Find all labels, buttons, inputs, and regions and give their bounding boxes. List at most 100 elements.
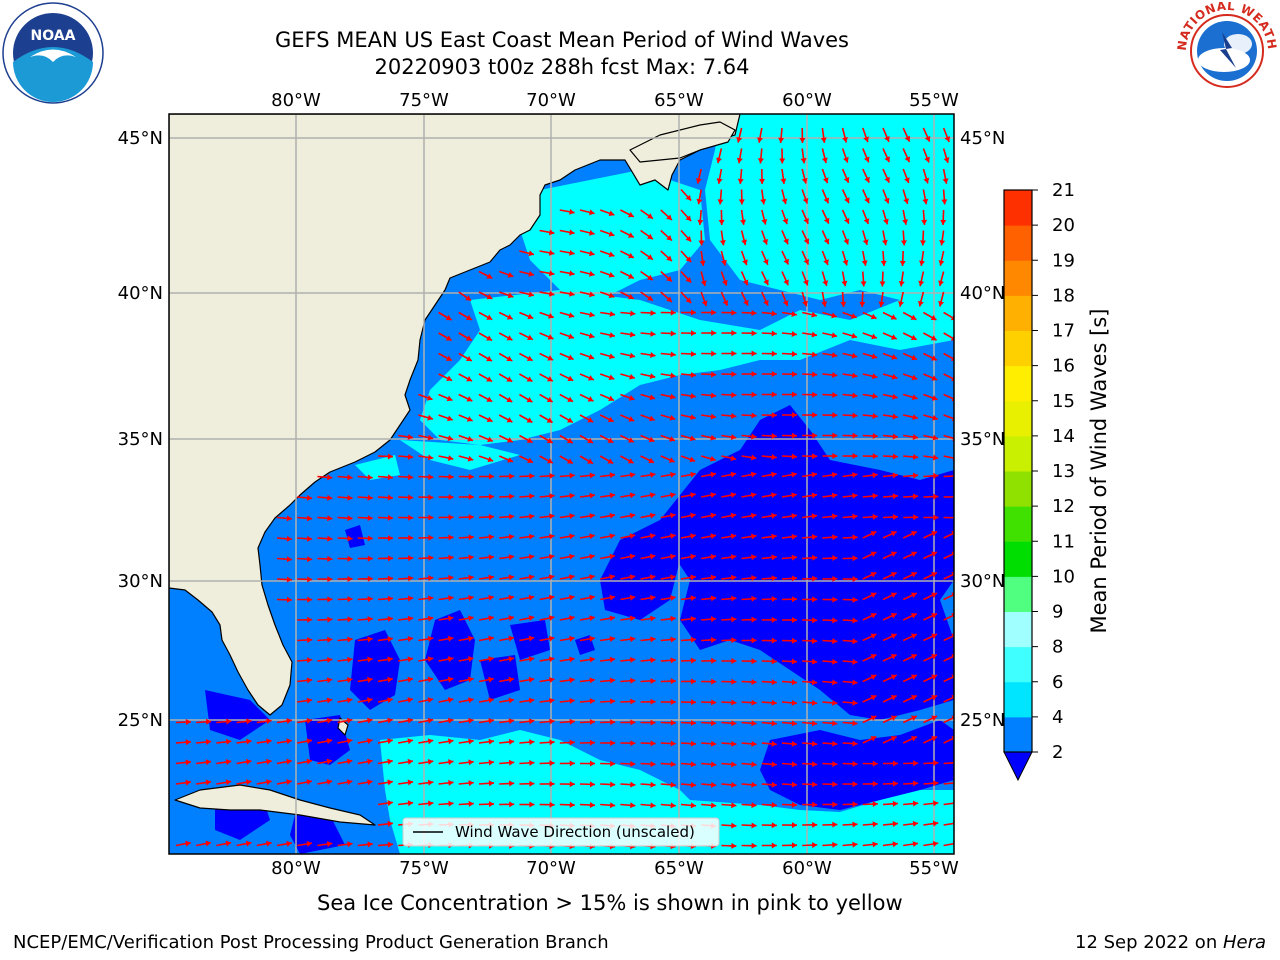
wind-wave-arrow-head [751, 678, 757, 685]
wind-wave-arrow-head [205, 759, 212, 766]
wind-wave-arrow-head [448, 574, 454, 581]
wind-wave-arrow-head [821, 157, 828, 164]
wind-wave-arrow-head [751, 761, 757, 768]
wind-wave-arrow-head [326, 841, 333, 848]
wind-wave-arrow-head [569, 781, 575, 788]
wind-wave-arrow-head [569, 229, 575, 236]
wind-wave-arrow-head [347, 656, 353, 663]
wind-wave-arrow-head [387, 697, 393, 704]
wind-wave-arrow-head [628, 437, 634, 443]
wind-wave-arrow-head [407, 453, 414, 460]
wind-wave-arrow-head [890, 314, 897, 320]
wind-wave-arrow-head [791, 637, 797, 644]
wind-wave-arrow-head [427, 656, 434, 663]
wind-wave-arrow-head [910, 572, 917, 578]
wind-wave-arrow-head [781, 198, 788, 205]
wind-wave-arrow-head [466, 376, 473, 382]
wind-wave-arrow-head [630, 656, 636, 663]
wind-wave-arrow-head [526, 417, 533, 423]
wind-wave-arrow-head [630, 310, 636, 317]
wind-wave-arrow-head [685, 215, 692, 222]
wind-wave-arrow-head [528, 594, 535, 601]
wind-wave-arrow-head [408, 494, 414, 501]
wind-wave-arrow-head [811, 351, 818, 358]
wind-wave-arrow-head [508, 738, 515, 745]
wind-wave-arrow-head [506, 376, 513, 382]
wind-wave-arrow-head [367, 841, 373, 848]
wind-wave-arrow-head [367, 717, 373, 724]
wind-wave-arrow-head [872, 780, 878, 787]
wind-wave-arrow-head [607, 458, 614, 464]
lon-label: 55°W [909, 858, 959, 879]
wind-wave-arrow-head [791, 311, 797, 318]
wind-wave-arrow-head [690, 371, 696, 378]
colorbar-tick-label: 10 [1052, 566, 1075, 587]
wind-wave-arrow-head [427, 414, 433, 421]
wind-wave-arrow-head [832, 432, 838, 439]
wind-wave-arrow-head [859, 301, 866, 307]
wind-wave-arrow-head [931, 736, 937, 742]
wind-wave-arrow-head [731, 350, 737, 357]
wind-wave-arrow-head [741, 239, 748, 246]
wind-wave-arrow-head [731, 802, 737, 809]
wind-wave-arrow-head [763, 279, 769, 286]
wind-wave-arrow-head [823, 259, 829, 265]
wind-wave-arrow-head [529, 513, 535, 520]
wind-wave-arrow-head [447, 635, 454, 642]
wind-wave-arrow-head [306, 657, 313, 664]
wind-wave-arrow-head [629, 636, 636, 643]
wind-wave-arrow-head [763, 258, 769, 265]
wind-wave-arrow-head [910, 674, 917, 680]
wind-wave-arrow-head [669, 414, 676, 421]
wind-wave-arrow-head [306, 515, 313, 522]
wind-wave-arrow-head [670, 781, 676, 788]
wind-wave-arrow-head [507, 457, 514, 463]
colorbar-segment [1004, 681, 1032, 718]
wind-wave-arrow-head [387, 514, 393, 521]
wind-wave-arrow-head [587, 396, 594, 402]
wind-wave-arrow-head [428, 494, 434, 501]
wind-wave-arrow-head [870, 715, 877, 721]
wind-wave-arrow-head [205, 779, 212, 786]
wind-wave-arrow-head [852, 841, 858, 848]
wind-wave-arrow-head [466, 396, 473, 402]
wind-wave-arrow-head [911, 374, 918, 381]
lon-label: 60°W [782, 858, 832, 879]
wind-wave-arrow-head [771, 412, 777, 419]
wind-wave-arrow-head [771, 658, 777, 665]
wind-wave-arrow-head [670, 636, 676, 643]
wind-wave-arrow-head [892, 493, 898, 500]
wind-wave-arrow-head [751, 554, 757, 561]
wind-wave-arrow-head [911, 394, 918, 401]
wind-wave-arrow-head [710, 512, 716, 519]
wind-wave-arrow-head [528, 718, 535, 725]
wind-wave-arrow-head [588, 332, 595, 339]
wind-wave-arrow [943, 455, 954, 460]
colorbar-tick-label: 21 [1052, 180, 1075, 201]
wind-wave-arrow-head [670, 678, 676, 685]
wind-wave-arrow-head [751, 595, 757, 602]
wind-wave-arrow-head [306, 840, 313, 847]
wind-wave-arrow-head [731, 392, 737, 398]
wind-wave-arrow-head [387, 738, 393, 745]
wind-wave-arrow-head [832, 513, 838, 520]
wind-wave-arrow-head [863, 218, 870, 224]
wind-wave-arrow-head [771, 310, 777, 317]
wind-wave-arrow-head [446, 375, 453, 382]
wind-wave-arrow-head [589, 270, 595, 277]
wind-wave-arrow-head [950, 314, 954, 321]
wind-wave-arrow-head [931, 551, 937, 557]
wind-wave-arrow-head [529, 493, 535, 500]
wind-wave-arrow-head [743, 299, 749, 306]
wind-wave-arrow-head [448, 554, 454, 561]
wind-wave-arrow-head [629, 574, 636, 581]
wind-wave-arrow-head [900, 240, 907, 246]
wind-wave-arrow-head [931, 695, 937, 701]
lon-label: 75°W [399, 90, 449, 111]
wind-wave-arrow-head [762, 238, 769, 245]
wind-wave-arrow-head [783, 238, 789, 245]
wind-wave-arrow-head [546, 437, 553, 444]
colorbar-tick-label: 11 [1052, 531, 1075, 552]
wind-wave-arrow-head [811, 740, 818, 747]
wind-wave-arrow-head [387, 656, 393, 663]
